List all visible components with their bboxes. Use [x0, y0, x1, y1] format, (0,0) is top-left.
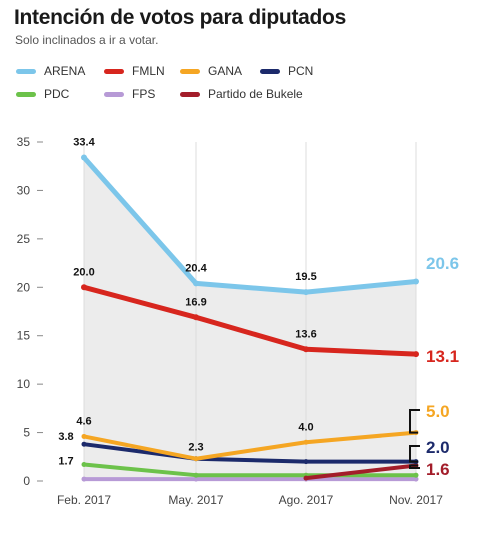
callout-bracket-gana: [409, 409, 420, 434]
y-tick-label-5: 5: [23, 426, 30, 440]
point-pcn-2: [303, 459, 309, 465]
series-line-pdc: [82, 462, 418, 478]
end-label-fmln: 13.1: [426, 347, 459, 366]
data-label-gana-2: 4.0: [298, 421, 313, 433]
legend-label-gana: GANA: [208, 64, 243, 78]
y-tick-label-30: 30: [17, 183, 31, 197]
end-label-gana: 5.0: [426, 402, 450, 421]
x-tick-label-ago-2017: Ago. 2017: [279, 493, 334, 507]
point-fmln-3: [413, 351, 419, 358]
y-tick-label-35: 35: [17, 135, 31, 149]
legend-swatch-fps: [104, 91, 124, 97]
legend-item-arena: ARENA: [16, 64, 85, 78]
callout-bracket-pcn: [409, 445, 420, 463]
legend-swatch-fmln: [104, 68, 124, 74]
legend-item-partido-de-bukele: Partido de Bukele: [180, 87, 303, 101]
point-pdc-1: [193, 472, 199, 478]
point-gana-0: [81, 433, 87, 439]
point-fps-1: [193, 476, 199, 482]
data-label-pcn-0: 3.8: [58, 431, 73, 443]
y-tick-label-10: 10: [17, 377, 31, 391]
series-line-partido-de-bukele: [304, 463, 418, 481]
data-label-fmln-0: 20.0: [73, 266, 94, 278]
y-tick-label-25: 25: [17, 232, 31, 246]
y-tick-label-20: 20: [17, 280, 31, 294]
legend-label-pdc: PDC: [44, 87, 70, 101]
legend-label-partido-de-bukele: Partido de Bukele: [208, 87, 303, 101]
y-tick-label-0: 0: [23, 474, 30, 488]
chart-title: Intención de votos para diputados: [14, 6, 346, 29]
point-fmln-2: [303, 346, 309, 353]
legend-item-pdc: PDC: [16, 87, 69, 101]
legend-item-fps: FPS: [104, 87, 155, 101]
point-arena-2: [303, 289, 309, 296]
y-tick-label-15: 15: [17, 329, 31, 343]
point-fps-0: [81, 476, 87, 482]
legend-swatch-pdc: [16, 91, 36, 97]
series-line-arena: [81, 154, 419, 295]
point-pdc-3: [413, 472, 419, 478]
data-label-pdc-0: 1.7: [58, 456, 73, 468]
legend-item-gana: GANA: [180, 64, 242, 78]
data-label-pcn-1: 2.3: [188, 442, 203, 454]
chart-subtitle: Solo inclinados a ir a votar.: [15, 33, 159, 47]
legend-label-arena: ARENA: [44, 64, 86, 78]
point-gana-2: [303, 439, 309, 445]
arena-area-fill: [84, 157, 416, 482]
data-label-arena-1: 20.4: [185, 262, 207, 274]
point-pdc-0: [81, 462, 87, 468]
end-label-pcn: 2.0: [426, 438, 450, 457]
x-tick-label-may-2017: May. 2017: [168, 493, 223, 507]
legend-item-fmln: FMLN: [104, 64, 165, 78]
point-fps-3: [413, 476, 419, 482]
data-label-fmln-2: 13.6: [295, 328, 316, 340]
data-label-arena-0: 33.4: [73, 136, 95, 148]
point-gana-1: [193, 456, 199, 462]
legend-label-pcn: PCN: [288, 64, 314, 78]
point-arena-1: [193, 280, 199, 287]
series-line-gana: [82, 430, 418, 461]
point-arena-0: [81, 154, 87, 161]
end-label-arena: 20.6: [426, 254, 459, 273]
legend-swatch-gana: [180, 68, 200, 74]
end-label-partido-de-bukele: 1.6: [426, 460, 450, 479]
data-label-arena-2: 19.5: [295, 271, 316, 283]
series-line-pcn: [82, 442, 418, 464]
legend-swatch-pcn: [260, 68, 280, 74]
legend-label-fps: FPS: [132, 87, 156, 101]
point-pcn-0: [81, 441, 87, 447]
series-line-fmln: [81, 284, 419, 357]
legend-label-fmln: FMLN: [132, 64, 165, 78]
point-fmln-1: [193, 314, 199, 321]
legend-swatch-arena: [16, 68, 36, 74]
point-partido-de-bukele-0: [303, 475, 309, 481]
x-tick-label-feb-2017: Feb. 2017: [57, 493, 111, 507]
x-tick-label-nov-2017: Nov. 2017: [389, 493, 443, 507]
legend-item-pcn: PCN: [260, 64, 313, 78]
data-label-gana-0: 4.6: [76, 415, 91, 427]
callout-bracket-partido-de-bukele: [409, 464, 420, 469]
legend-swatch-partido-de-bukele: [180, 91, 200, 97]
data-label-fmln-1: 16.9: [185, 296, 206, 308]
point-arena-3: [413, 278, 419, 285]
point-fmln-0: [81, 284, 87, 291]
